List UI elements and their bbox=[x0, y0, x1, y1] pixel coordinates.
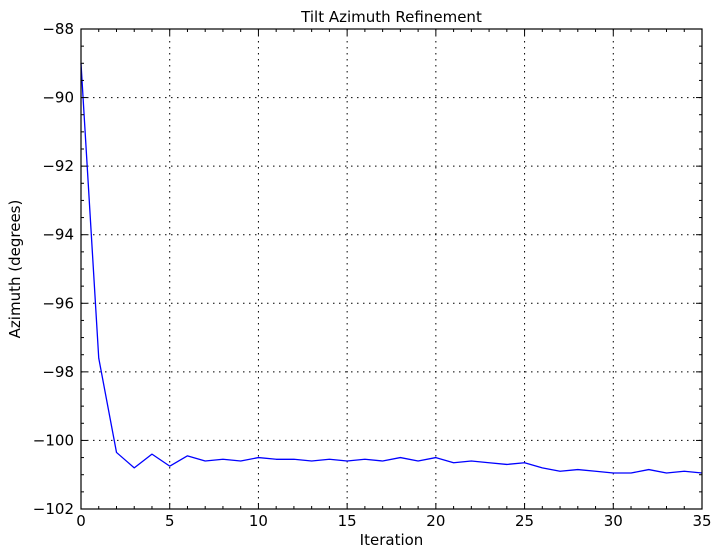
x-axis-label: Iteration bbox=[360, 531, 424, 549]
y-tick-label: −94 bbox=[42, 226, 74, 244]
plot-area bbox=[81, 29, 702, 509]
y-tick-labels: −88 −90 −92 −94 −96 −98 −100 −102 bbox=[33, 20, 74, 518]
y-tick-label: −100 bbox=[33, 431, 74, 449]
plot-frame bbox=[80, 28, 703, 510]
x-tick-label: 35 bbox=[692, 512, 711, 530]
x-tick-labels: 0 5 10 15 20 25 30 35 bbox=[76, 512, 711, 530]
x-tick-label: 5 bbox=[165, 512, 175, 530]
series-line bbox=[80, 63, 703, 474]
y-tick-label: −92 bbox=[42, 157, 74, 175]
series-layer bbox=[80, 63, 703, 474]
y-axis-label: Azimuth (degrees) bbox=[6, 200, 24, 339]
y-tick-label: −90 bbox=[42, 89, 74, 107]
x-tick-label: 25 bbox=[515, 512, 534, 530]
chart-title: Tilt Azimuth Refinement bbox=[300, 8, 482, 26]
x-tick-label: 10 bbox=[249, 512, 268, 530]
y-tick-label: −88 bbox=[42, 20, 74, 38]
y-tick-label: −98 bbox=[42, 363, 74, 381]
y-tick-label: −102 bbox=[33, 500, 74, 518]
x-tick-label: 20 bbox=[426, 512, 445, 530]
y-tick-label: −96 bbox=[42, 294, 74, 312]
x-tick-label: 15 bbox=[338, 512, 357, 530]
x-tick-label: 0 bbox=[76, 512, 86, 530]
x-tick-label: 30 bbox=[604, 512, 623, 530]
